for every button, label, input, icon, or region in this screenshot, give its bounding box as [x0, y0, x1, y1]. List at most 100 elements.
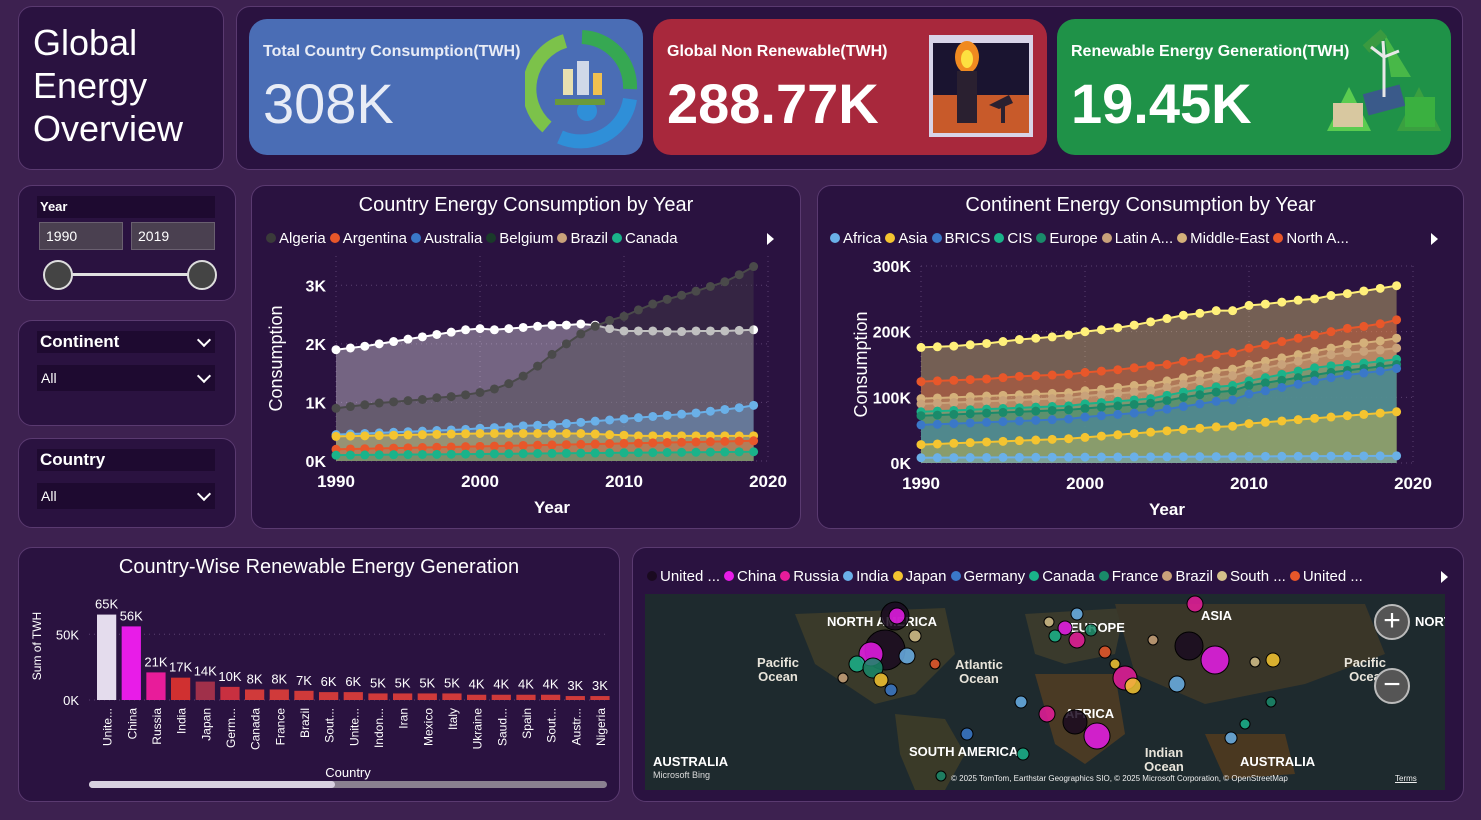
map-bubble [862, 657, 884, 679]
data-point [998, 337, 1008, 347]
legend-item[interactable]: BRICS [928, 230, 990, 247]
data-point [605, 324, 615, 334]
legend-item[interactable]: Germany [947, 568, 1025, 585]
legend-label: South ... [1229, 568, 1286, 585]
data-point [1277, 416, 1287, 426]
data-point [1162, 396, 1172, 406]
legend-item[interactable]: Russia [776, 568, 839, 585]
data-point [374, 339, 384, 349]
data-label: 5K [395, 675, 411, 690]
bar [195, 681, 215, 700]
chart-legend[interactable]: Africa Asia BRICS CIS Europe Latin A... Middle… [826, 230, 1349, 247]
map-label-europe: EUROPE [1070, 620, 1125, 635]
data-point [1113, 365, 1123, 375]
data-point [932, 439, 942, 449]
legend-item[interactable]: Europe [1032, 230, 1098, 247]
kpi-value: 288.77K [667, 72, 879, 135]
data-point [965, 409, 975, 419]
data-point [749, 447, 759, 457]
data-point [734, 325, 744, 335]
legend-item[interactable]: United ... [643, 568, 720, 585]
data-point [1392, 281, 1402, 291]
legend-item[interactable]: Middle-East [1173, 230, 1269, 247]
legend-item[interactable]: Japan [889, 568, 947, 585]
continent-dropdown[interactable]: All [37, 365, 215, 391]
year-slider-track[interactable] [59, 273, 201, 276]
legend-item[interactable]: CIS [990, 230, 1032, 247]
legend-dot-icon [612, 233, 622, 243]
data-point [1014, 335, 1024, 345]
legend-item[interactable]: Australia [407, 230, 482, 247]
horizontal-scrollbar[interactable] [89, 781, 607, 788]
legend-item[interactable]: Argentina [326, 230, 407, 247]
zoom-in-button[interactable]: + [1374, 604, 1410, 640]
legend-item[interactable]: North A... [1269, 230, 1349, 247]
year-slider-handle-end[interactable] [187, 260, 217, 290]
continent-consumption-plot[interactable]: 0K 100K 200K 300K 1990 2000 2010 2020 Year Consum… [818, 186, 1465, 530]
kpi-total-consumption[interactable]: Total Country Consumption(TWH) 308K [249, 19, 643, 155]
zoom-out-button[interactable]: − [1374, 668, 1410, 704]
legend-item[interactable]: Asia [881, 230, 928, 247]
data-point [1359, 286, 1369, 296]
x-tick-label: Russia [150, 708, 164, 745]
data-point [533, 321, 543, 331]
data-point [965, 340, 975, 350]
country-dropdown[interactable]: All [37, 483, 215, 509]
legend-next-arrow-icon[interactable] [767, 233, 774, 245]
legend-item[interactable]: United ... [1286, 568, 1363, 585]
legend-label: Africa [843, 230, 882, 247]
map-bubble [935, 770, 947, 782]
y-tick-label: 3K [306, 278, 327, 295]
legend-item[interactable]: India [839, 568, 889, 585]
legend-item[interactable]: Latin A... [1098, 230, 1173, 247]
map-bubbles[interactable] [645, 594, 1445, 790]
country-consumption-plot[interactable]: 0K 1K 2K 3K 1990 2000 2010 2020 Year Consumption [252, 186, 802, 530]
data-point [605, 439, 615, 449]
data-point [965, 418, 975, 428]
legend-item[interactable]: Belgium [482, 230, 553, 247]
year-to-input[interactable]: 2019 [131, 222, 215, 250]
continent-slicer-label[interactable]: Continent [37, 331, 215, 353]
data-point [1359, 338, 1369, 348]
legend-item[interactable]: Brazil [1158, 568, 1213, 585]
legend-next-arrow-icon[interactable] [1441, 571, 1448, 583]
data-point [389, 337, 399, 347]
data-point [1277, 353, 1287, 363]
year-slider-handle-start[interactable] [43, 260, 73, 290]
data-point [662, 294, 672, 304]
data-label: 4K [469, 677, 485, 692]
legend-item[interactable]: Algeria [262, 230, 326, 247]
data-point [720, 436, 730, 446]
legend-next-arrow-icon[interactable] [1431, 233, 1438, 245]
world-map[interactable]: NORTH AMERICA EUROPE ASIA AFRICA SOUTH A… [645, 594, 1445, 790]
legend-item[interactable]: China [720, 568, 776, 585]
legend-item[interactable]: South ... [1213, 568, 1286, 585]
data-point [734, 447, 744, 457]
kpi-non-renewable[interactable]: Global Non Renewable(TWH) 288.77K [653, 19, 1047, 155]
data-point [1014, 452, 1024, 462]
year-from-input[interactable]: 1990 [39, 222, 123, 250]
data-point [1228, 386, 1238, 396]
chart-legend[interactable]: Algeria Argentina Australia Belgium Brazil Ca… [262, 230, 678, 247]
legend-item[interactable]: Canada [1025, 568, 1095, 585]
renewable-bar-plot[interactable]: 0K 50K Sum of TWH 65K Unite... 56K China 21K Rus… [19, 548, 621, 803]
data-point [677, 327, 687, 337]
map-bubble [1200, 645, 1230, 675]
kpi-renewable[interactable]: Renewable Energy Generation(TWH) 19.45K [1057, 19, 1451, 155]
x-tick-label: 2000 [461, 472, 499, 491]
map-legend[interactable]: United ... China Russia India Japan Germany Ca… [643, 568, 1363, 585]
data-point [547, 420, 557, 430]
legend-item[interactable]: Brazil [553, 230, 608, 247]
data-point [1146, 317, 1156, 327]
legend-item[interactable]: France [1095, 568, 1158, 585]
data-point [576, 428, 586, 438]
legend-item[interactable]: Canada [608, 230, 678, 247]
data-point [1146, 386, 1156, 396]
continent-label-text: Continent [40, 332, 120, 351]
scrollbar-thumb[interactable] [89, 781, 335, 788]
data-label: 4K [543, 677, 559, 692]
year-slicer: Year 1990 2019 [18, 185, 236, 301]
terms-link[interactable]: Terms [1395, 774, 1417, 783]
legend-item[interactable]: Africa [826, 230, 881, 247]
data-point [720, 277, 730, 287]
